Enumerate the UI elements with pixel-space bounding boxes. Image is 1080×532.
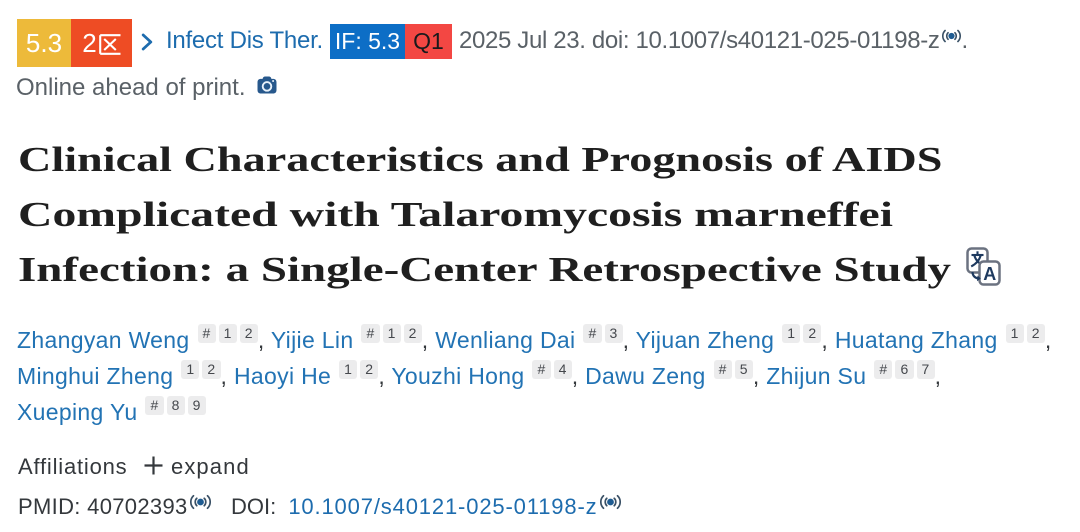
- svg-text:A: A: [983, 264, 996, 284]
